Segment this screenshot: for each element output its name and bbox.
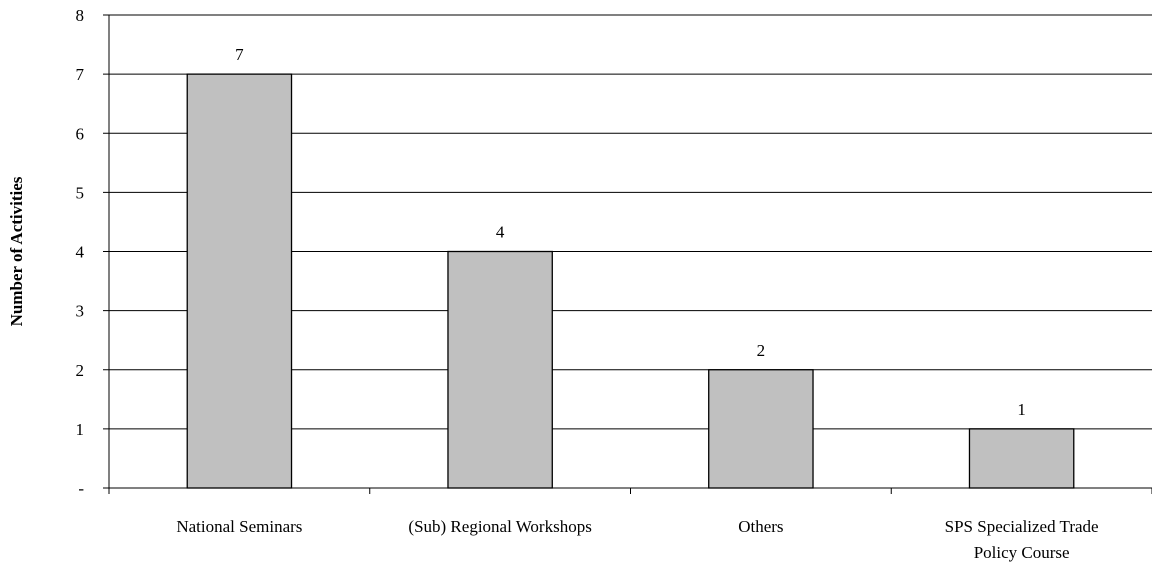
- y-tick-label: -: [78, 479, 84, 498]
- data-label: 1: [1017, 400, 1026, 419]
- y-tick-label: 2: [76, 361, 85, 380]
- y-tick-label: 6: [76, 124, 85, 143]
- x-tick-label: Others: [738, 517, 783, 536]
- bars: [186, 73, 1075, 489]
- bar: [968, 428, 1075, 489]
- data-label: 2: [757, 341, 766, 360]
- data-label: 7: [235, 45, 244, 64]
- y-tick-label: 1: [76, 420, 85, 439]
- y-tick-label: 4: [76, 243, 85, 262]
- x-tick-label: National Seminars: [176, 517, 302, 536]
- x-tick-label: SPS Specialized Trade: [945, 517, 1099, 536]
- bar: [708, 369, 814, 489]
- y-tick-label: 3: [76, 302, 85, 321]
- labels: - 1 2 3 4 5 6 7 8 7 National Seminars 4 (Sub) Region…: [76, 6, 1099, 562]
- axes: [103, 14, 1152, 494]
- x-tick-label: Policy Course: [974, 543, 1070, 562]
- y-tick-label: 7: [76, 65, 85, 84]
- bar: [447, 250, 553, 489]
- x-tick-label: (Sub) Regional Workshops: [408, 517, 591, 536]
- y-tick-label: 5: [76, 183, 85, 202]
- y-tick-label: 8: [76, 6, 85, 25]
- bar: [186, 73, 293, 489]
- y-axis-title: Number of Activities: [7, 176, 26, 326]
- data-label: 4: [496, 223, 505, 242]
